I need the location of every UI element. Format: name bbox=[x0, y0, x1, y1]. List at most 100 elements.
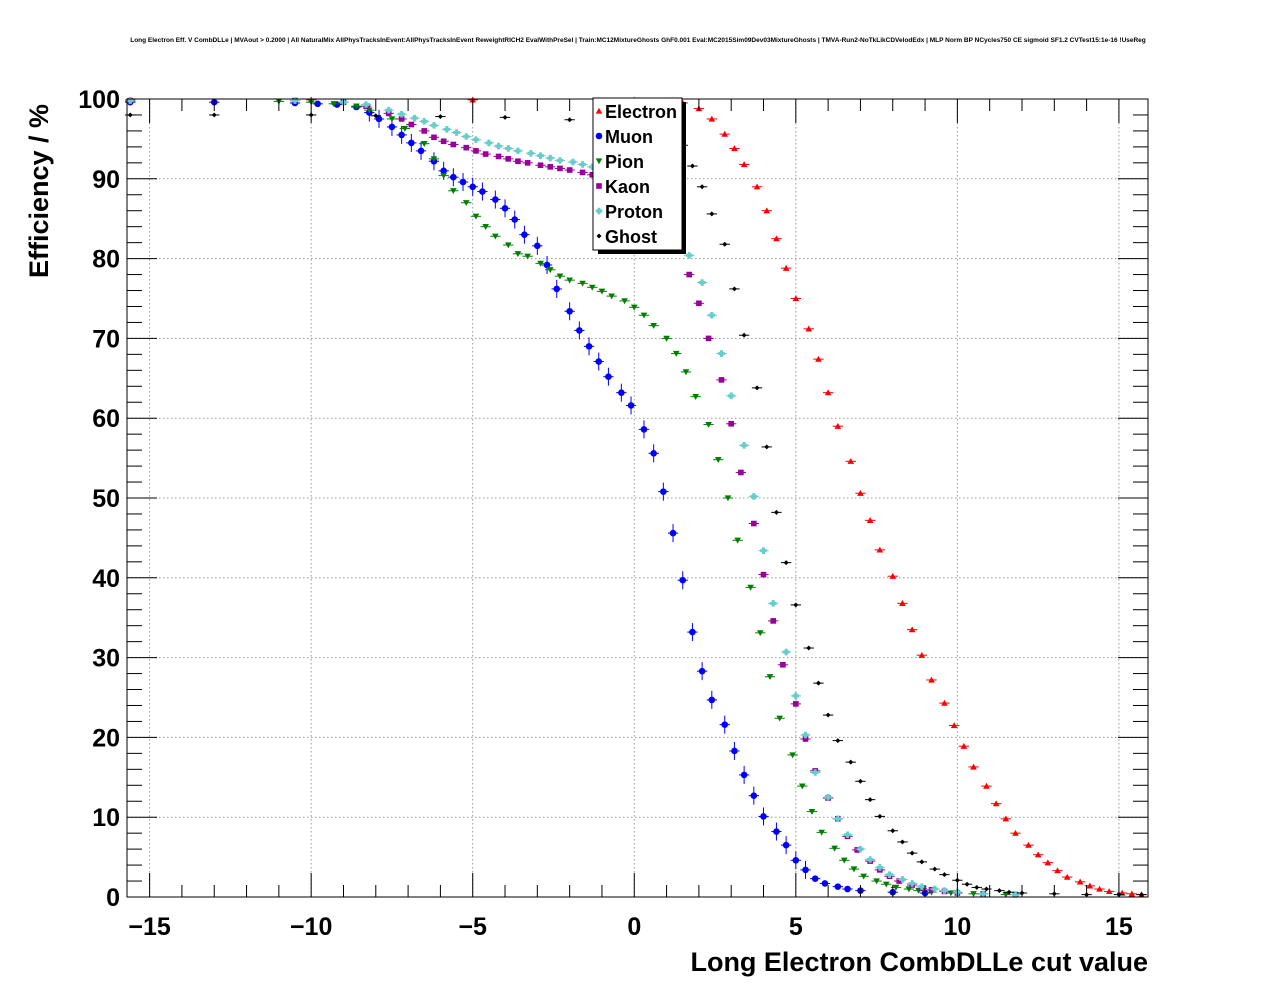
muon-point bbox=[576, 327, 583, 334]
ghost-point bbox=[964, 881, 970, 887]
kaon-point bbox=[547, 164, 554, 170]
pion-point bbox=[430, 156, 438, 163]
muon-point bbox=[521, 231, 528, 238]
legend-proton-label: Proton bbox=[605, 202, 663, 222]
proton-point bbox=[782, 648, 790, 656]
pion-point bbox=[882, 881, 890, 888]
pion-point bbox=[692, 394, 699, 400]
electron-point bbox=[960, 742, 968, 749]
electron-point bbox=[983, 782, 990, 789]
proton-point bbox=[727, 392, 735, 400]
kaon-point bbox=[738, 469, 744, 476]
proton-point bbox=[362, 101, 370, 108]
kaon-point bbox=[431, 134, 437, 141]
pion-point bbox=[734, 537, 741, 544]
proton-point bbox=[844, 831, 851, 839]
muon-point bbox=[640, 426, 648, 433]
ghost-point bbox=[567, 117, 573, 123]
proton-point bbox=[866, 856, 874, 863]
proton-point bbox=[941, 887, 948, 894]
proton-point bbox=[834, 815, 842, 823]
pion-point bbox=[831, 845, 838, 852]
pion-point bbox=[566, 277, 573, 284]
pion-point bbox=[789, 752, 796, 759]
kaon-point bbox=[770, 618, 777, 624]
proton-point bbox=[824, 793, 832, 801]
legend-ghost-marker bbox=[596, 233, 602, 239]
muon-point bbox=[398, 131, 405, 139]
ghost-point bbox=[741, 332, 747, 338]
proton-point bbox=[908, 880, 916, 887]
proton-point bbox=[886, 871, 893, 878]
electron-point bbox=[782, 264, 790, 271]
ghost-point bbox=[731, 286, 737, 292]
kaon-point bbox=[780, 661, 786, 668]
electron-point bbox=[753, 183, 761, 190]
proton-point bbox=[569, 158, 577, 166]
muon-point bbox=[782, 841, 790, 849]
proton-point bbox=[740, 442, 748, 449]
proton-point bbox=[760, 547, 767, 554]
electron-point bbox=[792, 295, 800, 302]
kaon-point bbox=[537, 162, 544, 169]
electron-point bbox=[1002, 815, 1010, 822]
pion-point bbox=[873, 878, 880, 885]
proton-point bbox=[931, 885, 939, 893]
muon-point bbox=[440, 167, 447, 175]
kaon-point bbox=[482, 151, 489, 157]
ghost-point bbox=[877, 813, 883, 819]
pion-point bbox=[892, 884, 900, 891]
pion-point bbox=[504, 242, 512, 249]
electron-point bbox=[1054, 867, 1061, 874]
muon-point bbox=[388, 123, 396, 131]
legend-electron-label: Electron bbox=[605, 102, 677, 122]
electron-point bbox=[1076, 878, 1084, 885]
ghost-point bbox=[722, 241, 728, 247]
pion-point bbox=[756, 630, 764, 637]
electron-point bbox=[992, 800, 1000, 807]
proton-point bbox=[769, 600, 777, 607]
ghost-point bbox=[437, 114, 443, 120]
proton-point bbox=[685, 252, 693, 259]
kaon-point bbox=[557, 165, 563, 172]
electron-point bbox=[847, 457, 855, 464]
proton-point bbox=[588, 163, 596, 171]
proton-point bbox=[495, 142, 502, 150]
kaon-point bbox=[505, 156, 512, 162]
pion-point bbox=[621, 298, 628, 305]
kaon-point bbox=[473, 148, 479, 154]
y-tick-label: 10 bbox=[92, 804, 120, 832]
ghost-point bbox=[996, 888, 1002, 894]
kaon-point bbox=[579, 169, 586, 176]
kaon-point bbox=[398, 116, 405, 122]
proton-point bbox=[504, 145, 512, 152]
y-tick-label: 60 bbox=[92, 405, 120, 433]
electron-point bbox=[1105, 888, 1113, 895]
pion-point bbox=[492, 233, 499, 240]
kaon-point bbox=[751, 520, 757, 527]
ghost-point bbox=[941, 872, 947, 878]
muon-point bbox=[469, 183, 477, 191]
proton-point bbox=[918, 883, 926, 890]
pion-point bbox=[472, 213, 480, 220]
y-tick-label: 100 bbox=[78, 86, 120, 114]
proton-point bbox=[537, 152, 544, 159]
muon-point bbox=[721, 721, 729, 728]
pion-point bbox=[905, 886, 913, 893]
legend-kaon-marker bbox=[596, 183, 602, 189]
kaon-point bbox=[728, 420, 735, 427]
electron-point bbox=[1086, 882, 1094, 889]
ghost-point bbox=[857, 778, 863, 784]
legend-muon-label: Muon bbox=[605, 127, 653, 147]
ghost-point bbox=[835, 738, 841, 744]
kaon-point bbox=[408, 121, 415, 128]
muon-point bbox=[408, 139, 415, 147]
kaon-point bbox=[515, 158, 521, 165]
kaon-point bbox=[686, 271, 693, 278]
electron-point bbox=[708, 115, 716, 122]
muon-point bbox=[534, 242, 541, 250]
electron-point bbox=[834, 422, 842, 429]
y-tick-label: 0 bbox=[106, 884, 120, 912]
electron-point bbox=[941, 699, 948, 706]
